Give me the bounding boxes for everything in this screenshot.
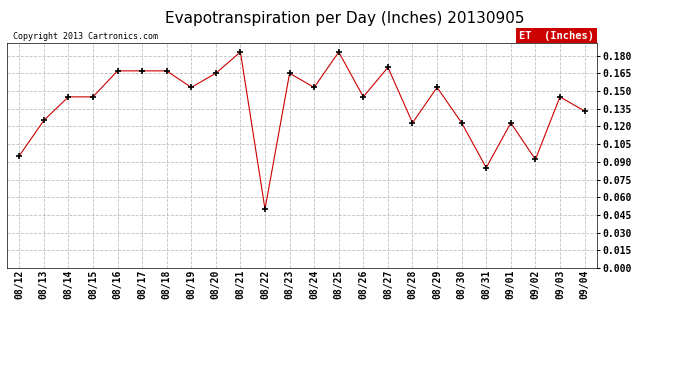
Text: ET  (Inches): ET (Inches) [519,31,594,41]
Text: Copyright 2013 Cartronics.com: Copyright 2013 Cartronics.com [13,32,158,41]
Text: Evapotranspiration per Day (Inches) 20130905: Evapotranspiration per Day (Inches) 2013… [165,11,525,26]
